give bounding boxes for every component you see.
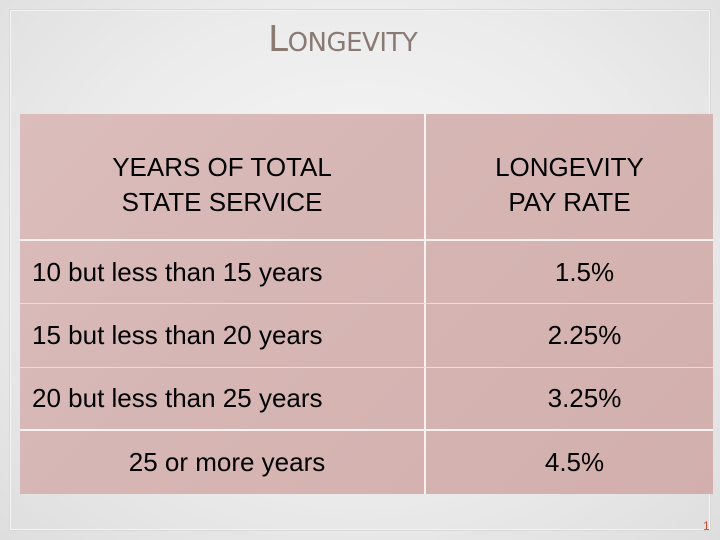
longevity-table: YEARS OF TOTAL STATE SERVICE LONGEVITY P… (20, 114, 713, 494)
row-divider (20, 429, 713, 431)
title-initial: L (268, 19, 288, 60)
row-2-years: 15 but less than 20 years (32, 320, 323, 350)
header-years: YEARS OF TOTAL STATE SERVICE (20, 132, 424, 237)
header-years-line2: STATE SERVICE (121, 186, 323, 217)
header-rate: LONGEVITY PAY RATE (426, 132, 713, 237)
row-2-rate: 2.25% (547, 320, 622, 350)
row-divider (20, 303, 713, 304)
row-3-rate: 3.25% (547, 383, 622, 413)
slide-title: LONGEVITY (268, 19, 418, 60)
row-1-years: 10 but less than 15 years (32, 256, 323, 287)
header-years-line1: YEARS OF TOTAL (112, 151, 332, 182)
header-rate-line2: PAY RATE (508, 186, 631, 217)
column-divider (424, 114, 426, 494)
header-rate-line1: LONGEVITY (495, 151, 644, 182)
row-1-rate: 1.5% (554, 256, 615, 287)
title-rest: ONGEVITY (287, 28, 418, 58)
row-4-rate: 4.5% (544, 447, 605, 477)
row-3-years: 20 but less than 25 years (32, 383, 323, 413)
header-divider (20, 239, 713, 241)
row-4-years: 25 or more years (128, 447, 326, 477)
page-number: 1 (703, 519, 710, 533)
row-divider (20, 367, 713, 368)
